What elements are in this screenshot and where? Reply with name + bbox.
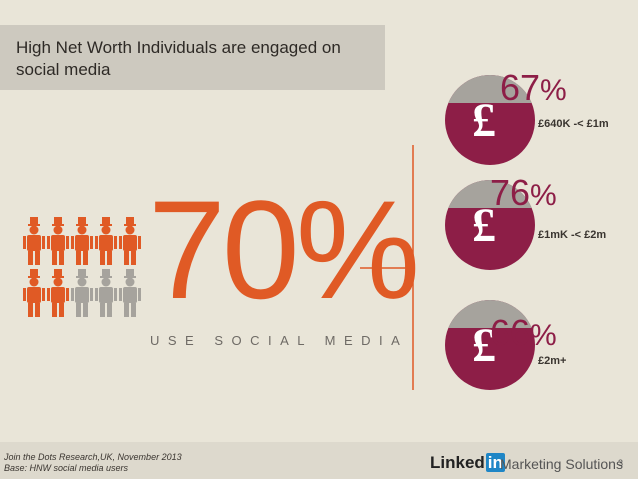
headline-caption: USE SOCIAL MEDIA [150,333,409,348]
segment-percent: 67% [500,70,567,106]
brand-in: in [485,453,505,472]
title-band [0,25,385,90]
segment-unit: % [540,74,567,107]
segment-percent: 66% [490,315,557,351]
headline-unit: % [295,171,421,328]
product: Marketing Solutions [500,456,623,472]
coin-symbol: £ [472,319,496,372]
headline: 70% [148,180,420,320]
coin-symbol: £ [472,199,496,252]
segment-label: £2m+ [538,355,567,367]
segment-value: 66 [490,312,531,353]
segment-label: £1mK -< £2m [538,229,607,241]
footer-band [0,442,638,479]
people-row-1 [23,217,141,265]
brand: Linked [430,453,485,472]
segment-value: 76 [490,172,531,213]
headline-value: 70 [148,171,300,328]
footer-source: Join the Dots Research,UK, November 2013 [4,452,182,462]
people-row-2 [23,269,141,317]
brand-logo: Linked in [430,453,505,473]
segment-unit: % [530,319,557,352]
segment-value: 67 [500,67,541,108]
segment-unit: % [530,179,557,212]
page-number: 3 [618,458,624,468]
coin-symbol: £ [472,94,496,147]
segment-percent: 76% [490,175,557,211]
footer-base: Base: HNW social media users [4,463,129,473]
segment-label: £640K -< £1m [538,118,609,130]
title: High Net Worth Individuals are engaged o… [16,38,341,79]
